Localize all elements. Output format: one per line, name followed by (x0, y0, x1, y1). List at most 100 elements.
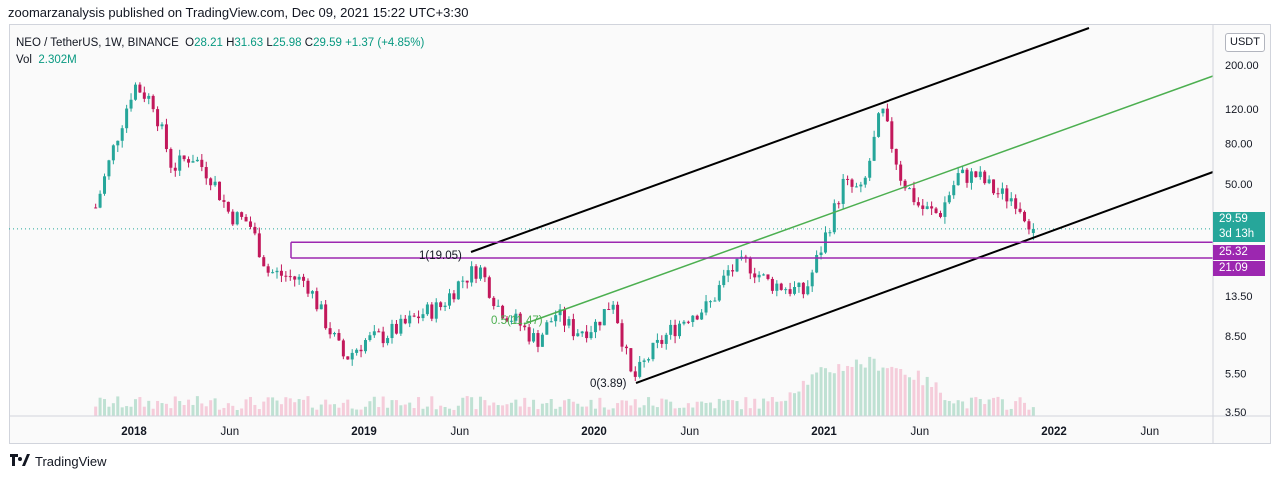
volume-bar (346, 399, 350, 416)
candle (333, 331, 337, 337)
volume-bar (580, 406, 584, 416)
volume-bar (872, 358, 876, 416)
volume-bar (753, 398, 757, 416)
volume-bar (302, 399, 306, 416)
candle (899, 160, 903, 186)
volume-bar (947, 401, 951, 416)
candle (505, 316, 509, 322)
volume-bar (363, 406, 367, 416)
candle (98, 190, 102, 209)
volume-bar (386, 407, 390, 416)
volume-bar (191, 404, 195, 416)
volume-bar (965, 408, 969, 416)
candle (717, 280, 721, 302)
volume-bar (638, 407, 642, 416)
volume-bar (868, 356, 872, 416)
candle (846, 175, 850, 186)
volume-bar (691, 407, 695, 416)
candle (916, 197, 920, 208)
volume-bar (598, 397, 602, 416)
candle (673, 319, 677, 344)
candle (593, 319, 597, 339)
volume-bar (337, 407, 341, 416)
candle (775, 280, 779, 297)
candle (129, 93, 133, 112)
volume-bar (832, 373, 836, 416)
volume-bar (846, 365, 850, 416)
candle (801, 282, 805, 299)
candle (598, 321, 602, 331)
candle (386, 335, 390, 346)
candle (501, 304, 505, 320)
footer-brand[interactable]: TradingView (35, 454, 107, 469)
candle (532, 328, 536, 343)
candle (218, 181, 222, 201)
candle (793, 281, 797, 296)
volume-bar (319, 404, 323, 416)
volume-bar (187, 399, 191, 416)
candle (757, 271, 761, 283)
candle (271, 269, 275, 274)
candle (133, 82, 137, 101)
volume-bar (381, 396, 385, 416)
volume-bar (877, 370, 881, 416)
volume-bar (439, 405, 443, 416)
candle (470, 261, 474, 287)
volume-bar (244, 399, 248, 416)
volume-bar (823, 368, 827, 416)
candle (337, 329, 341, 342)
volume-bar (983, 404, 987, 416)
volume-bar (748, 408, 752, 416)
candle (359, 344, 363, 358)
candle (753, 267, 757, 284)
candle (452, 290, 456, 303)
price-tick-label: 120.00 (1225, 104, 1259, 116)
candle (231, 209, 235, 226)
price-chart[interactable]: 1(19.05) 0.5(11.47) 0(3.89) 200.00 120.00 80… (9, 24, 1271, 444)
candle (549, 317, 553, 323)
volume-bar (704, 402, 708, 416)
candle (815, 250, 819, 274)
volume-bar (722, 400, 726, 416)
chart-legend: NEO / TetherUS, 1W, BINANCE O28.21 H31.6… (16, 35, 424, 69)
candle (293, 275, 297, 287)
volume-bar (673, 408, 677, 416)
candle (576, 329, 580, 337)
candle (275, 267, 279, 279)
candle (678, 320, 682, 339)
candle (602, 308, 606, 326)
volume-bar (328, 404, 332, 416)
currency-button[interactable]: USDT (1225, 33, 1265, 52)
volume-bar (306, 396, 310, 416)
candle (142, 86, 146, 103)
candle (160, 122, 164, 130)
volume-bar (430, 396, 434, 416)
time-tick-label: 2020 (581, 426, 607, 438)
volume-bar (394, 400, 398, 416)
candle (580, 330, 584, 337)
candle (306, 278, 310, 297)
volume-bar (222, 407, 226, 416)
fib-label-0: 0(3.89) (590, 378, 627, 390)
candle (518, 311, 522, 332)
candle (881, 108, 885, 117)
volume-bar (465, 396, 469, 416)
volume-bar (279, 404, 283, 416)
candle (633, 366, 637, 381)
channel-mid-line (523, 75, 1214, 325)
candle (563, 306, 567, 333)
candle (624, 344, 628, 355)
volume-bar (762, 398, 766, 416)
volume-bar (969, 397, 973, 416)
volume-bar (961, 401, 965, 416)
volume-bar (925, 376, 929, 416)
volume-bar (195, 396, 199, 416)
volume-bar (218, 409, 222, 416)
volume-bar (815, 372, 819, 416)
candle (863, 176, 867, 188)
candle (571, 313, 575, 341)
volume-bar (235, 409, 239, 416)
volume-bar (443, 406, 447, 416)
legend-vol-label: Vol (16, 54, 32, 66)
volume-bar (138, 397, 142, 416)
